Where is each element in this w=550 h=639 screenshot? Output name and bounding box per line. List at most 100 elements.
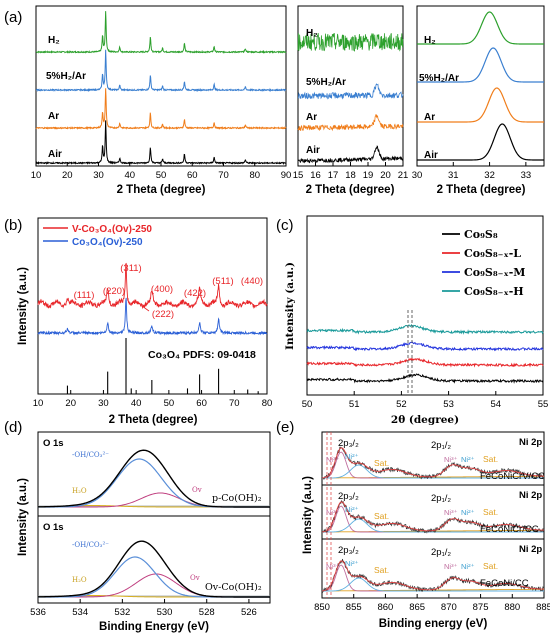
a-left-tick-label: 60 <box>187 170 198 181</box>
label-2p32: 2p₃/₂ <box>338 545 359 556</box>
series-label-h2: H₂ <box>424 35 436 46</box>
a-middle-tick-label: 15 <box>293 170 304 181</box>
series-label-h2: H₂ <box>48 35 60 46</box>
a-left-tick-label: 90 <box>281 170 292 181</box>
frame <box>37 217 268 395</box>
peak-labels: (111) (220) (311) (400) (422) (511) (440) (222) <box>74 263 263 320</box>
x-axis-label: 2 Theta (degree) <box>109 414 198 426</box>
series-line-ar <box>35 88 287 131</box>
series-line-air <box>417 123 544 161</box>
peak-label: (222) <box>152 309 174 320</box>
sample-label: FeCoNiCrV/CC <box>480 471 545 482</box>
a-left-tick-label: 70 <box>218 170 229 181</box>
traces <box>417 11 544 161</box>
e-tick-label: 855 <box>346 602 362 613</box>
peak-label: (220) <box>103 286 125 297</box>
e-tick-label: 860 <box>377 602 393 613</box>
x-ticks: 10 20 30 40 50 60 70 80 90 <box>31 162 292 181</box>
x-ticks: 15 16 17 18 19 20 21 <box>293 162 408 181</box>
a-middle-tick-label: 19 <box>363 170 374 181</box>
a-right-tick-label: 32 <box>484 170 495 181</box>
c-tick-label: 55 <box>538 399 549 410</box>
peak-label: (311) <box>120 263 141 274</box>
panel-label-d: (d) <box>4 419 22 436</box>
traces <box>37 449 270 598</box>
x-ticks: 850 855 860 865 870 875 880 885 <box>314 594 550 613</box>
x-ticks: 50 51 52 53 54 55 <box>302 391 549 410</box>
x-ticks: 10 20 30 40 50 60 70 80 <box>33 390 272 409</box>
d-tick-label: 532 <box>114 607 130 618</box>
series-line-air <box>297 145 404 164</box>
traces <box>37 262 268 394</box>
label-sat-right: Sat. <box>483 454 498 464</box>
series-line-v-co3o4 <box>37 262 268 310</box>
series-line-co9s8x-m <box>306 341 544 352</box>
traces <box>35 11 287 165</box>
b-tick-label: 70 <box>229 398 240 409</box>
series-line-co9s8 <box>306 373 544 384</box>
series-line-h2 <box>417 11 544 45</box>
envelope-curve <box>37 449 270 508</box>
label-ni3-left: Ni³⁺ <box>326 508 340 517</box>
chart-a-left: H₂ 5%H₂/Ar Ar Air 10 20 30 40 50 60 70 80 90 2 T… <box>31 5 292 196</box>
component-label-h2o-2: H₂O <box>72 576 87 584</box>
a-left-tick-label: 50 <box>156 170 167 181</box>
legend-label-co9s8: Co₉S₈ <box>464 228 498 241</box>
series-label-ar: Ar <box>424 112 435 123</box>
series-line-5h2ar <box>297 83 404 100</box>
label-2p12: 2p₁/₂ <box>431 440 451 451</box>
frame <box>416 5 545 167</box>
label-ni2-left: Ni²⁺ <box>345 505 359 514</box>
x-axis-label: 2 Theta (degree) <box>306 184 395 196</box>
series-line-h2 <box>297 32 404 52</box>
frame <box>35 5 287 167</box>
c-tick-label: 51 <box>349 399 360 410</box>
peak-label: (422) <box>184 288 206 299</box>
reference-label: Co₃O₄ PDFS: 09-0418 <box>148 349 256 361</box>
chart-d: O 1s O 1s -OH/CO₃²⁻ -OH/CO₃²⁻ H₂O H₂O Ov… <box>17 431 271 633</box>
subplot-title-2: O 1s <box>43 522 64 533</box>
b-tick-label: 30 <box>98 398 109 409</box>
x-ticks: 30 31 32 33 <box>412 162 531 181</box>
legend-label-co3o4: Co₃O₄(Ov)-250 <box>72 237 143 248</box>
panel-label-a: (a) <box>4 9 22 26</box>
a-left-tick-label: 40 <box>124 170 135 181</box>
label-ni2-left: Ni²⁺ <box>345 452 359 461</box>
c-tick-label: 54 <box>491 399 502 410</box>
envelope-curve <box>37 540 270 598</box>
peak-label: (511) <box>212 276 233 287</box>
a-middle-tick-label: 16 <box>310 170 321 181</box>
label-ni2-right: Ni²⁺ <box>461 455 475 464</box>
frame <box>321 431 545 599</box>
label-2p12: 2p₁/₂ <box>431 547 451 558</box>
x-ticks: 536 534 532 530 528 526 <box>30 599 257 618</box>
series-line-co9s8x-l <box>306 357 544 368</box>
peak-label: (111) <box>74 290 95 301</box>
x-axis-label: Binding Energy (eV) <box>99 621 209 633</box>
peak-label: (400) <box>151 284 173 295</box>
sample-label-1: p-Co(OH)₂ <box>212 493 262 504</box>
label-ni3-right: Ni³⁺ <box>444 455 458 464</box>
component-curve-ni3 <box>322 577 544 592</box>
x-axis-label: 2 Theta (degree) <box>437 184 526 196</box>
label-ni2-right: Ni²⁺ <box>461 508 475 517</box>
b-tick-label: 10 <box>33 398 44 409</box>
label-ni3-left: Ni³⁺ <box>326 455 340 464</box>
x-axis-label: Binding energy (eV) <box>379 618 488 630</box>
x-axis-label: 2 Theta (degree) <box>117 184 206 196</box>
chart-b: V-Co₃O₄(Ov)-250 Co₃O₄(Ov)-250 (111) (220)… <box>17 217 272 426</box>
series-label-air: Air <box>48 149 62 160</box>
series-line-5h2ar <box>35 49 287 93</box>
legend: Co₉S₈ Co₉S₈₋ₓ-L Co₉S₈₋ₓ-M Co₉S₈₋ₓ-H <box>442 228 525 298</box>
a-left-tick-label: 30 <box>93 170 104 181</box>
a-right-tick-label: 33 <box>521 170 532 181</box>
sample-label: FeCoNi/CC <box>480 578 529 589</box>
series-label-h2: H₂ <box>306 28 318 39</box>
subplot-title-1: O 1s <box>43 438 64 449</box>
b-tick-label: 60 <box>196 398 207 409</box>
label-2p32: 2p₃/₂ <box>338 438 359 449</box>
sample-label-2: Ov-Co(OH)₂ <box>205 582 262 593</box>
a-middle-tick-label: 17 <box>328 170 339 181</box>
